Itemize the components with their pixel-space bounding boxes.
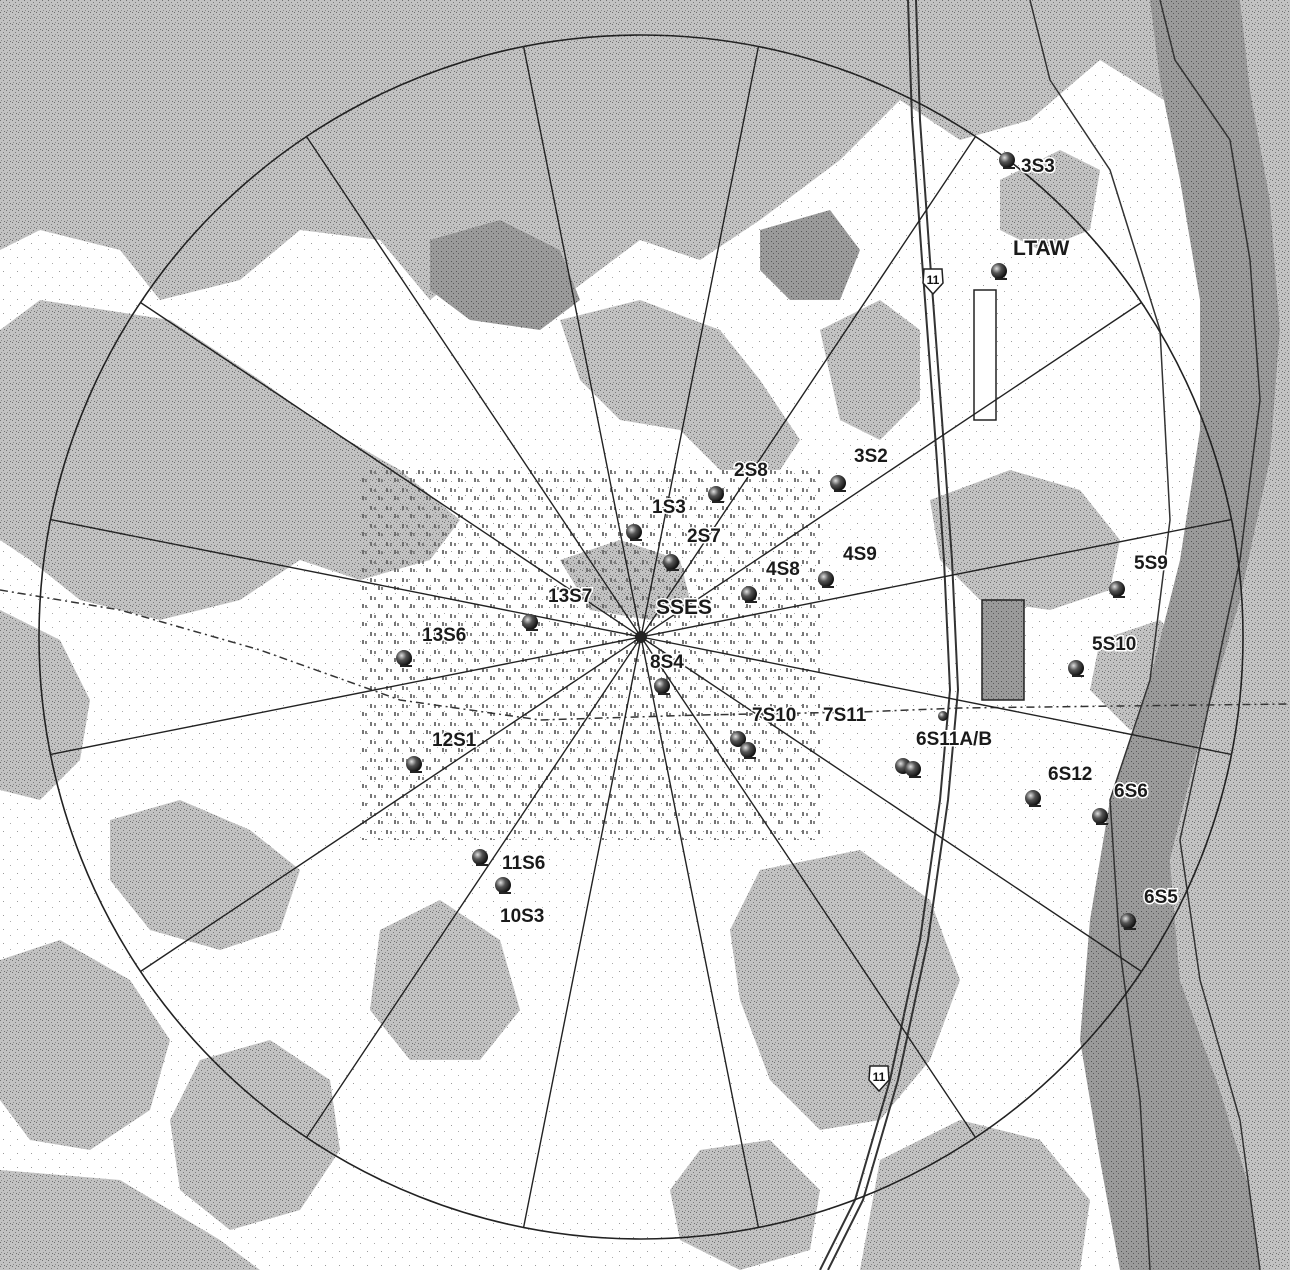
- marker-5S10[interactable]: [1068, 660, 1084, 677]
- label-4S9: 4S9: [843, 544, 877, 565]
- urban-area: [360, 470, 820, 840]
- marker-3S2[interactable]: [830, 475, 846, 492]
- station-markers: [396, 152, 1136, 930]
- marker-11S6[interactable]: [472, 849, 488, 866]
- sector-line: [640, 518, 1232, 638]
- label-3S3: 3S3: [1021, 156, 1055, 177]
- plant-structure: [981, 599, 1025, 701]
- marker-6S11AB[interactable]: [938, 711, 948, 721]
- label-6S12: 6S12: [1048, 764, 1092, 785]
- sector-line: [140, 301, 642, 638]
- sector-line: [305, 136, 642, 638]
- sector-line: [640, 636, 760, 1228]
- marker-1S3[interactable]: [626, 524, 642, 541]
- label-13S6: 13S6: [422, 625, 466, 646]
- marker-6S12[interactable]: [1025, 790, 1041, 807]
- sector-line: [305, 636, 642, 1138]
- label-12S1: 12S1: [432, 730, 477, 751]
- label-5S10: 5S10: [1092, 634, 1136, 655]
- route-shield-north: 11: [922, 268, 944, 296]
- marker-7S10[interactable]: [730, 731, 756, 759]
- marker-13S6[interactable]: [396, 650, 412, 667]
- sector-line: [640, 636, 1142, 973]
- sector-line: [640, 636, 1232, 756]
- sector-line: [140, 636, 642, 973]
- label-SSES: SSES: [656, 596, 712, 619]
- sector-line: [522, 636, 642, 1228]
- marker-4S8[interactable]: [741, 586, 757, 603]
- station-labels: 3S3 LTAW 2S8 3S2 1S3 2S7 4S8 4S9 5S9 5S1…: [421, 155, 1180, 929]
- sector-line: [50, 636, 642, 756]
- marker-10S3[interactable]: [495, 877, 511, 894]
- marker-6S6[interactable]: [1092, 808, 1108, 825]
- label-8S4: 8S4: [650, 652, 684, 673]
- sector-line: [640, 636, 977, 1138]
- sector-line: [640, 46, 760, 638]
- marker-13S7[interactable]: [522, 614, 538, 631]
- marker-2S7[interactable]: [663, 554, 679, 571]
- sector-circle: [38, 34, 1244, 1240]
- label-2S7: 2S7: [687, 526, 721, 547]
- airstrip: [973, 289, 997, 421]
- marker-8S4[interactable]: [654, 678, 670, 695]
- marker-12S1[interactable]: [406, 756, 422, 773]
- label-6S6: 6S6: [1114, 781, 1148, 802]
- sector-line: [522, 46, 642, 638]
- marker-6S5[interactable]: [1120, 913, 1136, 930]
- marker-7S11[interactable]: [895, 758, 921, 778]
- route-shield-north-text: 11: [927, 273, 940, 287]
- label-13S7: 13S7: [548, 586, 592, 607]
- marker-4S9[interactable]: [818, 571, 834, 588]
- sector-line: [640, 301, 1142, 638]
- label-7S10: 7S10: [752, 705, 796, 726]
- label-7S11: 7S11: [823, 705, 867, 726]
- label-6S11AB: 6S11A/B: [916, 729, 992, 750]
- label-3S2: 3S2: [854, 446, 888, 467]
- label-LTAW: LTAW: [1013, 237, 1070, 260]
- route-11-road: [819, 0, 960, 1270]
- label-4S8: 4S8: [766, 559, 800, 580]
- site-center-marker: [635, 631, 647, 643]
- sector-line: [50, 518, 642, 638]
- route-shield-south: 11: [868, 1065, 890, 1093]
- label-11S6: 11S6: [502, 853, 545, 874]
- marker-3S3[interactable]: [999, 152, 1015, 169]
- sector-lines: [50, 46, 1232, 1228]
- label-6S5: 6S5: [1144, 887, 1178, 908]
- label-2S8: 2S8: [734, 460, 768, 481]
- label-1S3: 1S3: [652, 497, 686, 518]
- route-shield-south-text: 11: [873, 1070, 886, 1084]
- label-10S3: 10S3: [500, 906, 544, 927]
- marker-5S9[interactable]: [1109, 581, 1125, 598]
- sector-line: [640, 136, 977, 638]
- marker-LTAW[interactable]: [991, 263, 1007, 280]
- label-5S9: 5S9: [1134, 553, 1168, 574]
- marker-2S8[interactable]: [708, 486, 724, 503]
